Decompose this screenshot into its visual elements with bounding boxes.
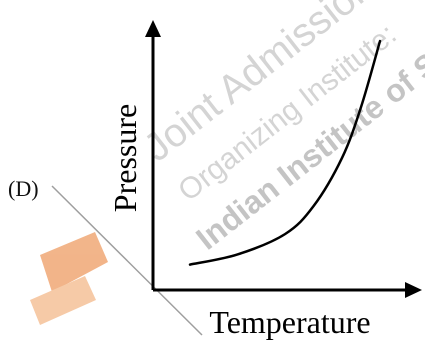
series-curve [188,39,382,266]
option-label: (D) [8,176,39,201]
y-axis-label: Pressure [107,104,143,212]
watermark-text: Joint Admission Organizing Institute: In… [136,0,425,257]
divider-line [51,185,203,336]
x-axis-arrow [405,282,422,298]
y-axis-arrow [145,20,161,37]
x-axis-label: Temperature [209,304,370,340]
watermark-logo [30,232,108,325]
